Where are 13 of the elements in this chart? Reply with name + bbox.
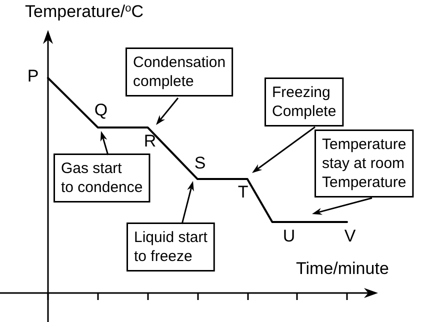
annotation: Freezing Complete [272, 84, 336, 120]
annotation: Condensation complete [133, 54, 226, 90]
annotation: R [144, 132, 156, 150]
annotation: P [27, 66, 39, 86]
annotation: Temperature stay at room Temperature [322, 136, 406, 191]
annotation: S [194, 154, 206, 172]
annotation: U [282, 226, 296, 246]
annotation: Gas start to condence [61, 160, 143, 196]
x-axis-title: Time/minute [296, 259, 389, 278]
annotation: Liquid start to freeze [134, 229, 208, 265]
annotation: Q [94, 100, 108, 120]
annotation: T [238, 182, 248, 202]
annotation: V [344, 226, 356, 246]
